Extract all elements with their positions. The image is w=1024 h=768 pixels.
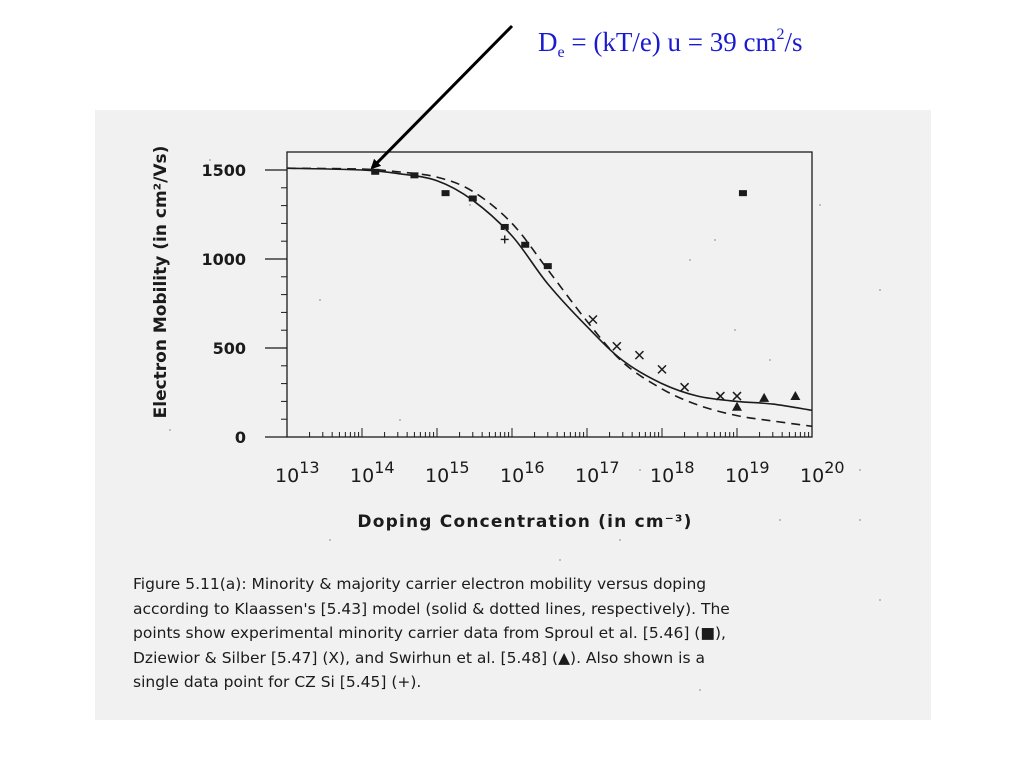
sproul-square-point	[371, 168, 380, 175]
swirhun-triangle-point	[732, 401, 742, 411]
scan-speck	[779, 519, 781, 521]
scan-speck	[559, 559, 561, 561]
x-tick-label: 1014	[350, 458, 395, 487]
dziewior-x-point	[634, 350, 644, 360]
dziewior-x-point	[657, 364, 667, 374]
scan-speck	[169, 429, 171, 431]
x-tick-label: 1013	[275, 458, 320, 487]
scan-speck	[689, 259, 691, 261]
figure-caption: Figure 5.11(a): Minority & majority carr…	[133, 572, 873, 695]
x-axis-label: Doping Concentration (in cm⁻³)	[357, 512, 692, 532]
y-tick-label: 1000	[201, 250, 246, 269]
y-axis-label: Electron Mobility (in cm²/Vs)	[151, 146, 171, 419]
scan-speck	[209, 159, 211, 161]
caption-line: Dziewior & Silber [5.47] (X), and Swirhu…	[133, 648, 705, 667]
scan-speck	[399, 419, 401, 421]
caption-line: points show experimental minority carrie…	[133, 624, 726, 642]
scan-speck	[319, 299, 321, 301]
x-tick-label: 1015	[425, 458, 470, 487]
scan-speck	[769, 359, 771, 361]
scan-speck	[639, 469, 641, 471]
sproul-square-point	[543, 263, 552, 270]
x-mark-stroke	[588, 314, 598, 325]
x-tick-label: 1019	[725, 458, 770, 487]
x-mark-stroke	[680, 382, 690, 392]
sproul-square-point	[521, 241, 530, 248]
scan-speck	[879, 289, 881, 291]
annotation-subscript: e	[557, 44, 565, 61]
annotation-superscript: 2	[776, 26, 785, 43]
scan-speck	[504, 229, 506, 231]
cz-si-plus-point	[500, 235, 509, 244]
annotation-base: D	[538, 27, 558, 57]
annotation-tail: /s	[784, 27, 803, 57]
sproul-square-point	[738, 190, 747, 197]
dziewior-x-point	[680, 382, 690, 392]
x-mark-stroke	[732, 391, 742, 401]
scan-speck	[239, 609, 241, 611]
y-tick-label: 0	[235, 428, 246, 447]
x-tick-label: 1016	[500, 458, 545, 487]
dziewior-x-point	[732, 391, 742, 401]
caption-line: according to Klaassen's [5.43] model (so…	[133, 599, 730, 618]
scan-speck	[734, 329, 736, 331]
scanned-figure	[95, 110, 931, 720]
x-mark-stroke	[634, 350, 644, 360]
scan-speck	[859, 469, 861, 471]
dziewior-x-point	[715, 391, 725, 401]
scan-speck	[819, 204, 821, 206]
x-tick-label: 1020	[800, 458, 845, 487]
scan-speck	[619, 539, 621, 541]
sproul-square-point	[468, 195, 477, 202]
swirhun-triangle-point	[790, 391, 801, 401]
x-tick-label: 1017	[575, 458, 620, 487]
x-mark-stroke	[657, 364, 667, 374]
majority-model-curve	[286, 167, 813, 428]
plot-frame	[286, 151, 813, 438]
annotation-mid: = (kT/e) u = 39 cm	[564, 27, 777, 57]
sproul-square-point	[410, 172, 419, 179]
diffusion-annotation: De = (kT/e) u = 39 cm2/s	[538, 26, 803, 62]
x-mark-stroke	[612, 341, 622, 351]
y-tick-label: 500	[213, 339, 246, 358]
scan-speck	[329, 539, 331, 541]
annotation-arrow	[370, 24, 514, 170]
scan-speck	[469, 204, 471, 206]
scan-speck	[699, 689, 701, 691]
y-tick-label: 1500	[201, 161, 246, 180]
dziewior-x-point	[612, 341, 622, 351]
caption-line: Figure 5.11(a): Minority & majority carr…	[133, 575, 707, 593]
scan-speck	[859, 519, 861, 521]
x-tick-label: 1018	[650, 458, 695, 487]
dziewior-x-point	[588, 314, 598, 325]
x-mark-stroke	[715, 391, 725, 401]
sproul-square-point	[441, 190, 450, 197]
caption-line: single data point for CZ Si [5.45] (+).	[133, 673, 422, 691]
scan-speck	[879, 599, 881, 601]
minority-model-curve	[286, 167, 813, 412]
scan-speck	[714, 239, 716, 241]
sproul-square-point	[500, 223, 509, 230]
swirhun-triangle-point	[759, 392, 770, 402]
